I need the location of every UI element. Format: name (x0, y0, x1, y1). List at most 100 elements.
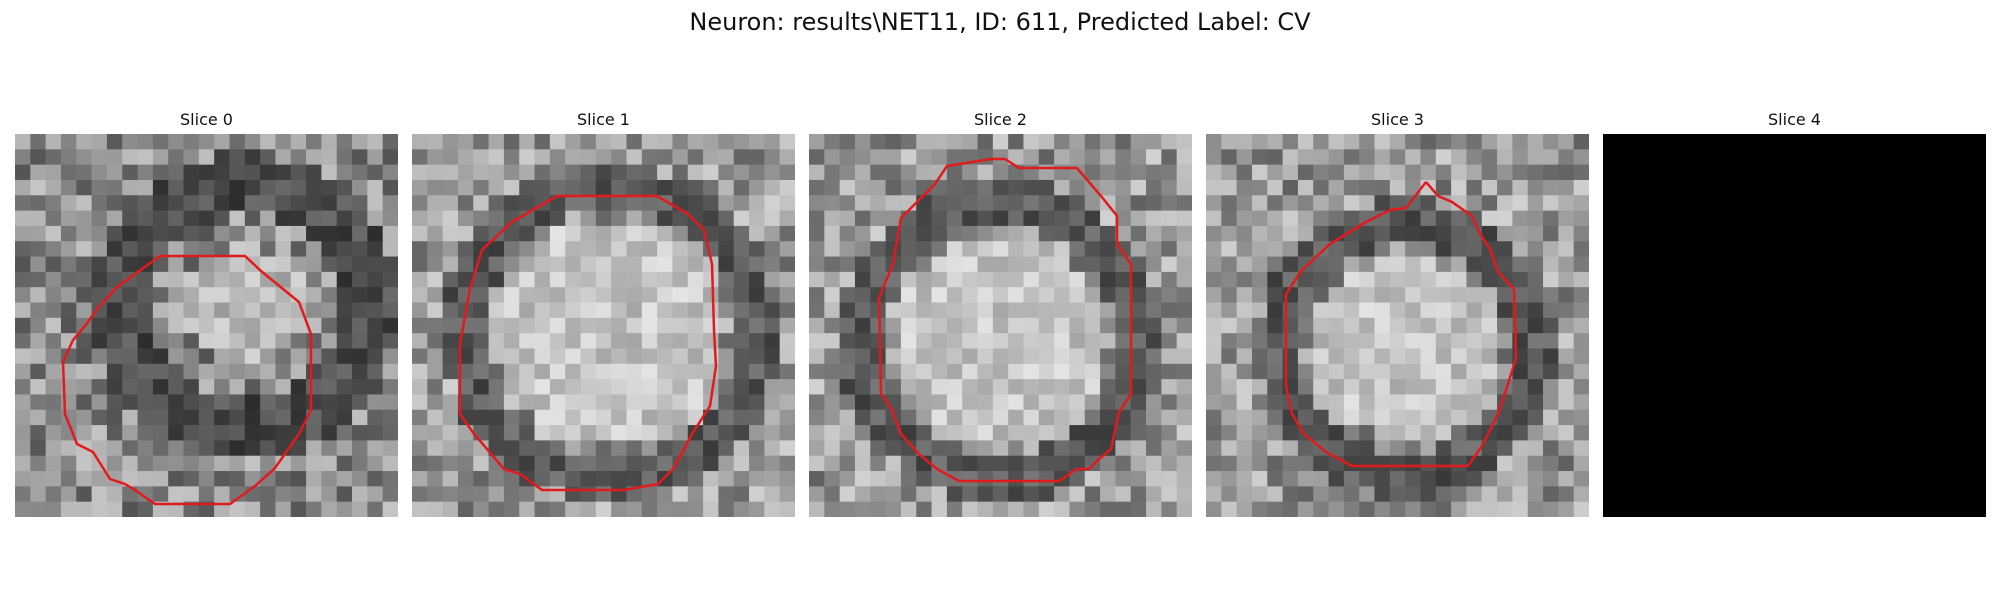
pixel (488, 317, 505, 334)
pixel (229, 363, 246, 380)
pixel (306, 179, 322, 196)
pixel (779, 210, 795, 227)
pixel (229, 471, 246, 487)
pixel (122, 256, 139, 273)
pixel (168, 379, 185, 395)
pixel (290, 256, 307, 273)
pixel (1146, 256, 1162, 273)
pixel (1543, 409, 1559, 426)
pixel (977, 333, 994, 349)
pixel (641, 287, 658, 304)
pixel (488, 348, 505, 365)
pixel (152, 302, 169, 319)
pixel (657, 501, 673, 517)
pixel (367, 394, 384, 411)
pixel (427, 486, 444, 503)
pixel (1497, 179, 1513, 196)
pixel (962, 455, 979, 472)
pixel (457, 409, 474, 426)
pixel (641, 409, 658, 426)
pixel (1236, 149, 1253, 166)
pixel (900, 486, 917, 503)
pixel (749, 195, 765, 212)
pixel (764, 195, 781, 212)
pixel (1420, 317, 1437, 334)
pixel (367, 471, 384, 487)
pixel (549, 501, 566, 517)
pixel (854, 394, 871, 411)
pixel (1420, 333, 1437, 349)
pixel (916, 455, 933, 472)
pixel (1497, 134, 1513, 150)
pixel (30, 164, 47, 181)
pixel (1389, 333, 1406, 349)
pixel (657, 149, 673, 166)
pixel (900, 287, 917, 304)
pixel (1206, 179, 1222, 196)
pixel (534, 256, 551, 273)
pixel (779, 195, 795, 212)
pixel (519, 486, 536, 503)
pixel (1236, 440, 1253, 457)
pixel (1573, 425, 1589, 441)
pixel (1236, 471, 1253, 487)
pixel (595, 486, 612, 503)
pixel (687, 501, 704, 517)
pixel (152, 210, 169, 227)
pixel (1512, 134, 1529, 150)
pixel (30, 486, 47, 503)
pixel (1100, 287, 1116, 304)
pixel (718, 425, 735, 441)
pixel (1251, 210, 1268, 227)
pixel (992, 486, 1009, 503)
pixel (764, 225, 781, 242)
pixel (1267, 348, 1284, 365)
pixel (534, 471, 551, 487)
pixel (1161, 440, 1178, 457)
pixel (916, 287, 933, 304)
pixel (549, 425, 566, 441)
pixel (503, 149, 520, 166)
pixel (962, 471, 979, 487)
pixel (275, 333, 292, 349)
pixel (488, 256, 505, 273)
pixel (1573, 348, 1589, 365)
pixel (1558, 210, 1575, 227)
pixel (1451, 164, 1467, 181)
pixel (321, 425, 338, 441)
pixel (1359, 333, 1376, 349)
pixel (367, 425, 384, 441)
pixel (1221, 409, 1238, 426)
pixel (764, 302, 781, 319)
pixel (336, 225, 353, 242)
pixel (1512, 394, 1529, 411)
pixel (1466, 333, 1483, 349)
pixel (1297, 241, 1314, 258)
pixel (1130, 134, 1147, 150)
pixel (91, 425, 108, 441)
pixel (779, 149, 795, 166)
pixel (977, 241, 994, 258)
pixel (657, 225, 673, 242)
pixel (549, 440, 566, 457)
pixel (977, 363, 994, 380)
pixel (1008, 440, 1024, 457)
pixel (1054, 486, 1070, 503)
pixel (229, 225, 246, 242)
pixel (672, 241, 689, 258)
pixel (549, 394, 566, 411)
pixel (1481, 149, 1498, 166)
pixel (503, 471, 520, 487)
pixel (749, 471, 765, 487)
pixel (946, 379, 963, 395)
pixel (1558, 348, 1575, 365)
pixel (931, 149, 948, 166)
pixel (1251, 149, 1268, 166)
pixel (1069, 440, 1086, 457)
pixel (1497, 225, 1513, 242)
pixel (214, 409, 230, 426)
pixel (641, 179, 658, 196)
pixel (626, 210, 643, 227)
pixel (1008, 287, 1024, 304)
pixel (1374, 486, 1391, 503)
